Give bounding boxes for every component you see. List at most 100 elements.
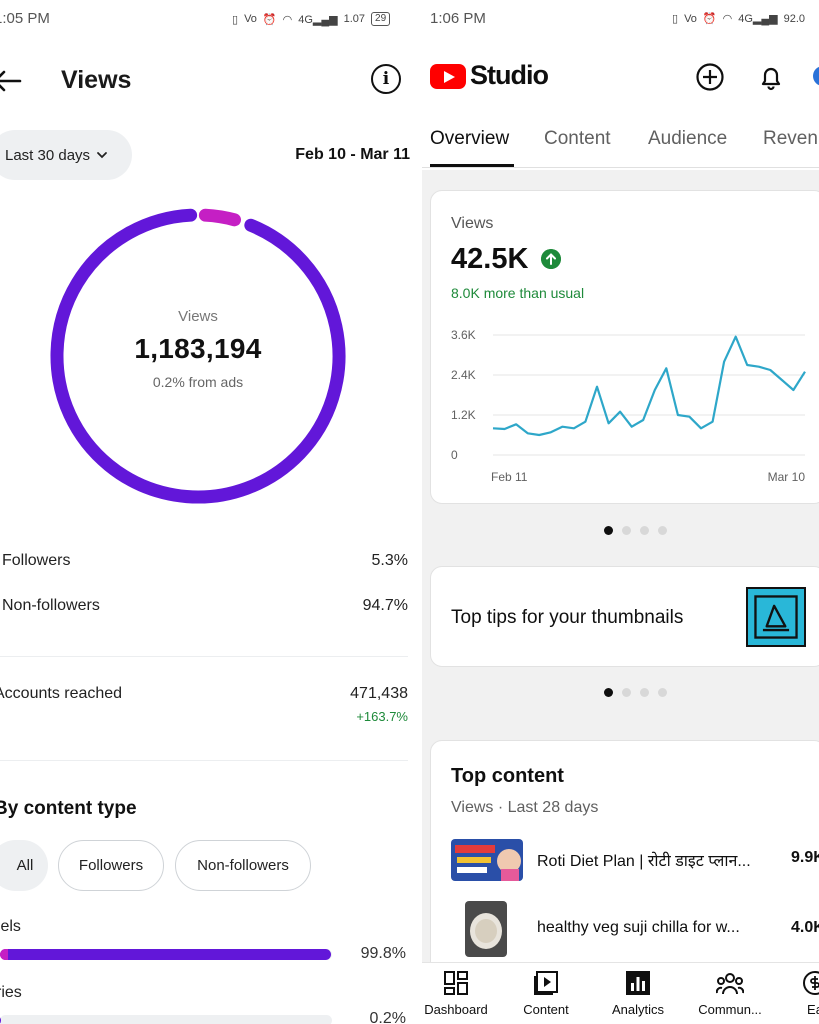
date-range-text: Feb 10 - Mar 11	[295, 146, 410, 163]
video-thumbnail-image	[451, 839, 523, 881]
carousel-dot[interactable]	[640, 688, 649, 697]
studio-header: 1:06 PM ▯ Vo ⏰ ◠ 4G▂▄▆ 92.0 Studio Overv…	[422, 0, 819, 170]
instagram-insights-panel: 1:05 PM ▯ Vo ⏰ ◠ 4G▂▄▆ 1.07 29 Views i L…	[0, 10, 414, 1024]
carousel-dot-active[interactable]	[604, 688, 613, 697]
video-title: healthy veg suji chilla for w...	[537, 919, 740, 936]
chart-x-tick-label: Feb 11	[491, 470, 528, 484]
status-icons: ▯ Vo ⏰ ◠ 4G▂▄▆ 92.0	[672, 12, 805, 26]
chart-y-tick-label: 3.6K	[451, 328, 476, 342]
donut-label: Views	[178, 308, 218, 325]
arrow-up-icon	[541, 249, 561, 269]
tab-content[interactable]: Content	[544, 128, 611, 149]
studio-brand: Studio	[470, 60, 549, 90]
video-views: 4.0K	[791, 919, 819, 936]
info-icon[interactable]: i	[371, 64, 401, 94]
vibrate-icon: ▯	[232, 13, 239, 26]
carousel-dots	[422, 526, 819, 535]
chart-y-tick-label: 0	[451, 448, 458, 462]
top-content-title: Top content	[451, 765, 564, 787]
video-title: Roti Diet Plan | रोटी डाइट प्लान...	[537, 853, 751, 870]
analytics-icon	[626, 971, 650, 995]
views-card-value: 42.5K	[451, 243, 529, 275]
content-type-title: By content type	[0, 798, 137, 819]
earn-icon	[803, 971, 819, 995]
video-thumbnail	[451, 839, 523, 881]
views-donut-chart: Views 1,183,194 0.2% from ads	[50, 208, 346, 504]
notification-bell-icon[interactable]	[756, 62, 786, 92]
views-card[interactable]: Views 42.5K 8.0K more than usual 0 1.2K 2.…	[430, 190, 819, 504]
accounts-reached-label: Accounts reached	[0, 685, 123, 702]
carousel-dot[interactable]	[658, 688, 667, 697]
back-arrow-icon[interactable]	[0, 66, 22, 96]
status-icons: ▯ Vo ⏰ ◠ 4G▂▄▆ 1.07 29	[232, 12, 391, 26]
wifi-icon: ◠	[282, 13, 293, 26]
nav-content[interactable]: Content	[503, 969, 589, 1017]
tips-card[interactable]: Top tips for your thumbnails	[430, 566, 819, 667]
create-plus-icon[interactable]	[695, 62, 725, 92]
tab-overview[interactable]: Overview	[430, 128, 510, 149]
youtube-studio-panel: 1:06 PM ▯ Vo ⏰ ◠ 4G▂▄▆ 92.0 Studio Overv…	[422, 0, 819, 1024]
nav-dashboard[interactable]: Dashboard	[422, 969, 499, 1017]
accounts-reached-row[interactable]: Accounts reached 471,438 +163.7%	[0, 685, 408, 725]
carousel-dots	[422, 688, 819, 697]
carousel-dot-active[interactable]	[604, 526, 613, 535]
tab-revenue[interactable]: Reven	[763, 128, 818, 149]
network-speed: 1.07	[343, 13, 366, 25]
stories-label: Stories	[0, 984, 22, 1001]
donut-segment-organic	[50, 208, 346, 504]
nav-label: Ea	[807, 1002, 819, 1017]
views-line-chart: 0 1.2K 2.4K 3.6K Feb 11 Mar 10	[451, 328, 806, 484]
carousel-dot[interactable]	[622, 526, 631, 535]
nav-earn[interactable]: Ea	[772, 969, 819, 1017]
reels-bar-accent	[0, 949, 8, 960]
views-header: Views i	[0, 62, 414, 102]
page-title: Views	[61, 66, 132, 94]
reels-bar-fill	[0, 949, 332, 960]
content-icon	[534, 971, 558, 995]
divider	[0, 656, 408, 657]
avatar[interactable]	[813, 66, 819, 86]
views-card-sub: 8.0K more than usual	[451, 285, 585, 301]
vowifi-icon: Vo	[244, 13, 257, 25]
top-content-sub: Views · Last 28 days	[451, 799, 599, 816]
donut-center: Views 1,183,194 0.2% from ads	[50, 308, 346, 390]
followers-label: Followers	[2, 552, 71, 569]
views-card-label: Views	[451, 215, 494, 232]
battery-indicator: 29	[371, 12, 391, 26]
alarm-icon: ⏰	[702, 13, 717, 25]
filter-chip-all[interactable]: All	[0, 840, 48, 891]
reels-value: 99.8%	[360, 945, 406, 962]
ads-share-text: 0.2% from ads	[152, 374, 244, 390]
divider	[0, 760, 408, 761]
carousel-dot[interactable]	[640, 526, 649, 535]
signal-icon: 4G▂▄▆	[738, 13, 778, 25]
video-views: 9.9K	[791, 849, 819, 866]
nav-label: Dashboard	[424, 1002, 488, 1017]
chart-x-tick-label: Mar 10	[768, 470, 806, 484]
total-views-value: 1,183,194	[134, 333, 262, 364]
tab-audience[interactable]: Audience	[648, 128, 728, 149]
filter-chip-non-followers[interactable]: Non-followers	[175, 840, 311, 891]
date-range-dropdown[interactable]: Last 30 days	[0, 130, 132, 180]
video-thumbnail	[465, 901, 507, 957]
nav-label: Content	[523, 1002, 569, 1017]
nav-community[interactable]: Commun...	[687, 969, 773, 1017]
carousel-dot[interactable]	[658, 526, 667, 535]
community-icon	[716, 973, 744, 995]
followers-value: 5.3%	[371, 552, 408, 569]
stories-bar-fill	[0, 1015, 1, 1024]
accounts-reached-value: 471,438	[350, 685, 408, 702]
status-time: 1:05 PM	[0, 10, 50, 27]
video-thumbnail-image	[465, 901, 507, 957]
filter-chip-followers[interactable]: Followers	[58, 840, 164, 891]
nav-analytics[interactable]: Analytics	[595, 969, 681, 1017]
tips-card-text: Top tips for your thumbnails	[451, 607, 684, 628]
donut-svg	[50, 208, 346, 504]
top-content-item[interactable]: Roti Diet Plan | रोटी डाइट प्लान... 9.9K	[451, 839, 819, 895]
top-content-item[interactable]: healthy veg suji chilla for w... 4.0K	[451, 901, 819, 957]
vowifi-icon: Vo	[684, 12, 697, 25]
non-followers-value: 94.7%	[362, 597, 408, 614]
donut-segment-ads	[198, 208, 241, 227]
non-followers-label: Non-followers	[2, 597, 100, 614]
carousel-dot[interactable]	[622, 688, 631, 697]
